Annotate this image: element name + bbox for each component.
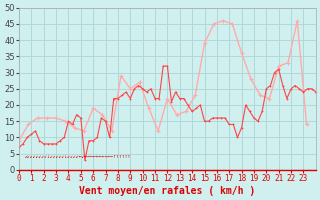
X-axis label: Vent moyen/en rafales ( km/h ): Vent moyen/en rafales ( km/h ) xyxy=(79,186,256,196)
Text: ↙↙↙↙↙↙↙↙↓↙↙↙↙↙↓↙↙↙↙←↙←←←←←←←←←←↑↑↑↑↑↑: ↙↙↙↙↙↙↙↙↓↙↙↙↙↙↓↙↙↙↙←↙←←←←←←←←←←↑↑↑↑↑↑ xyxy=(25,154,131,159)
